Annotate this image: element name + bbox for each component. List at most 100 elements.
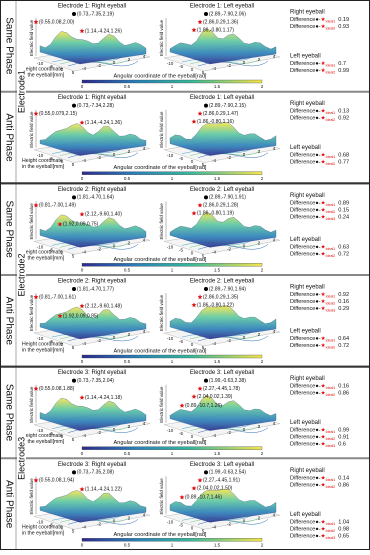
difference-row: Difference●-★ideal1 0.92 <box>290 291 349 298</box>
point-annotation: (0.55,0.079,2.15) <box>39 111 77 117</box>
point-annotation: (2.12,-9.60,1.40) <box>85 212 122 218</box>
x-tick-label: -10 <box>37 520 44 525</box>
colorbar-tick-label: 1 <box>171 84 174 89</box>
ideal-point-marker <box>197 477 203 483</box>
point-annotation: (0.55,0.08,1.94) <box>39 478 75 484</box>
difference-prefix: Difference●- <box>290 153 321 159</box>
difference-star: ★ <box>321 298 326 305</box>
difference-star: ★ <box>321 342 326 349</box>
group-label-bg <box>17 432 26 485</box>
ideal-point-marker <box>191 302 197 308</box>
z-axis-label: Electric field value <box>29 386 34 423</box>
difference-value: 0.63 <box>338 245 349 251</box>
max-point-marker <box>204 470 208 475</box>
height-label: Height coordinate <box>22 341 63 347</box>
angle-label: Angular coordinate of the eyeball[rad] <box>114 165 207 171</box>
point-annotation: (1.86,-0.80,1.19) <box>197 211 234 217</box>
difference-prefix: Difference●- <box>290 442 321 448</box>
x-tick-label: -5 <box>49 156 53 161</box>
x-tick-label: 0 <box>191 251 194 256</box>
surface <box>169 394 277 431</box>
surface <box>169 305 277 340</box>
surface <box>39 31 147 65</box>
ideal-point-marker <box>197 111 203 116</box>
plot-title: Electrode 2: Left eyeball <box>190 279 254 285</box>
difference-star: ★ <box>321 214 326 221</box>
difference-star: ★ <box>321 434 326 441</box>
difference-row: Difference●-★ideal1 0.13 <box>290 108 349 115</box>
x-tick-label: -10 <box>167 336 174 341</box>
x-tick-label: -10 <box>37 61 44 66</box>
x-tick-label: 0 <box>61 159 64 164</box>
difference-star: ★ <box>321 482 326 489</box>
difference-value: 0.13 <box>338 109 349 115</box>
point-annotation: (1.86,-0.80,1.16) <box>197 119 234 125</box>
colorbar-tick-label: 0.5 <box>124 543 131 548</box>
x-tick-label: 0 <box>61 251 64 256</box>
plot-title: Electrode 3: Right eyeball <box>58 462 126 468</box>
difference-prefix: Difference●- <box>290 534 321 540</box>
point-annotation: (0.73,-7.34,2.28) <box>77 103 114 109</box>
difference-prefix: Difference●- <box>290 160 321 166</box>
height-label: in the eyeball[mm] <box>22 439 65 445</box>
surface <box>39 214 147 248</box>
x-tick-label: 0 <box>61 342 64 347</box>
x-tick-label: 0 <box>61 67 64 72</box>
difference-value: 0.99 <box>338 428 349 434</box>
plot-title: Electrode 2: Right eyeball <box>58 187 126 193</box>
colorbar-tick-label: 1 <box>171 176 174 181</box>
difference-value: 0.16 <box>338 384 349 390</box>
x-tick-label: 0 <box>191 342 194 347</box>
difference-prefix: Difference●- <box>290 343 321 349</box>
phase-label: Same Phase <box>3 384 14 442</box>
point-annotation: (1.86,-0.80,1.22) <box>197 302 234 308</box>
y-tick-label: -4 <box>212 66 216 71</box>
max-point-marker <box>204 12 208 16</box>
y-tick-label: -4 <box>82 158 86 163</box>
difference-star: ★ <box>321 335 326 342</box>
group-label-bg <box>17 249 26 301</box>
angle-label: Angular coordinate of the eyeball[rad] <box>114 440 207 446</box>
x-tick-label: 0 <box>61 434 64 439</box>
height-label: Height coordinate <box>22 66 63 72</box>
eyeball-heading: Right eyeball <box>290 101 325 107</box>
colorbar-tick-label: 2 <box>261 84 264 89</box>
phase-label: Same Phase <box>3 201 14 259</box>
y-tick-label: 4 <box>273 513 276 518</box>
y-tick-label: 4 <box>143 329 146 334</box>
colorbar-tick-label: 0.5 <box>124 176 131 181</box>
x-tick-label: 5 <box>202 437 205 442</box>
x-tick-label: 5 <box>72 529 75 534</box>
x-tick-label: -10 <box>37 336 44 341</box>
difference-prefix: Difference●- <box>290 24 321 30</box>
eyeball-heading: Left eyeball <box>290 145 321 151</box>
colorbar-tick-label: 2 <box>261 268 264 273</box>
x-tick-label: -5 <box>179 523 183 528</box>
point-annotation: (1.81,-4.70,1.64) <box>77 195 114 201</box>
y-tick-label: 4 <box>143 146 146 151</box>
y-tick-label: -4 <box>212 341 216 346</box>
surface <box>39 123 147 156</box>
point-annotation: (0.55,0.08,2.00) <box>39 19 75 25</box>
difference-star: ★ <box>321 519 326 526</box>
difference-prefix: Difference●- <box>290 384 321 390</box>
ideal-point-marker <box>33 294 39 300</box>
difference-value: 0.72 <box>338 343 349 349</box>
point-annotation: (1.14,-4.24,1.22) <box>85 487 122 493</box>
point-annotation: (2.86,0.29,1.36) <box>203 19 239 25</box>
y-tick-label: 2 <box>128 332 131 337</box>
difference-sub: ideal1 <box>326 19 336 23</box>
colorbar-tick-label: 1.5 <box>214 176 221 181</box>
y-tick-label: -2 <box>227 522 231 527</box>
colorbar-tick-label: 1.5 <box>214 451 221 456</box>
difference-sub: ideal2 <box>326 70 336 74</box>
colorbar-tick-label: 2 <box>261 543 264 548</box>
y-tick-label: 2 <box>258 241 261 246</box>
colorbar-tick-label: 0 <box>81 84 84 89</box>
y-tick-label: 0 <box>243 427 246 432</box>
y-tick-label: 2 <box>128 516 131 521</box>
difference-row: Difference●-★ideal2 0.86 <box>290 390 349 397</box>
colorbar <box>81 538 263 542</box>
difference-star: ★ <box>321 152 326 159</box>
point-annotation: (1.86,-0.80,1.17) <box>197 27 234 33</box>
